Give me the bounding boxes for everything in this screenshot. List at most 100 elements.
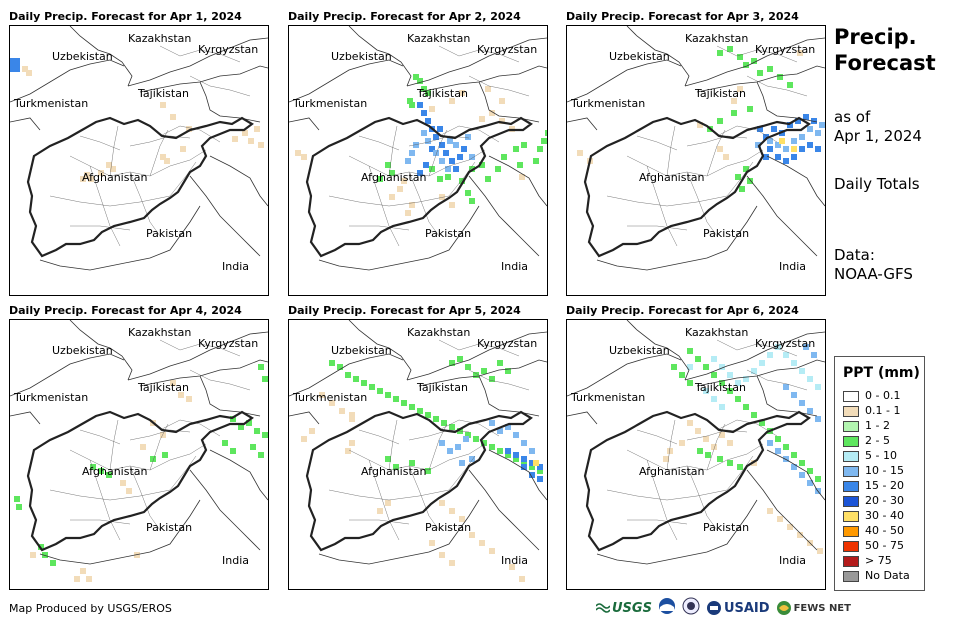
precip-cell xyxy=(513,146,519,152)
label-kazakhstan: Kazakhstan xyxy=(407,326,471,339)
precip-cell xyxy=(763,154,769,160)
precip-cell xyxy=(759,420,765,426)
precip-cell xyxy=(529,460,535,466)
precip-cell xyxy=(385,392,391,398)
precip-cell xyxy=(473,436,479,442)
precip-cell xyxy=(767,66,773,72)
precip-cell xyxy=(777,74,783,80)
precip-cell xyxy=(799,460,805,466)
precip-cell xyxy=(783,444,789,450)
province-borders xyxy=(328,45,530,247)
label-pakistan: Pakistan xyxy=(425,521,472,534)
precip-cell xyxy=(791,464,797,470)
precip-cell xyxy=(295,150,301,156)
daily-totals-text: Daily Totals xyxy=(834,175,920,193)
precip-cell xyxy=(98,170,104,176)
precip-cell xyxy=(731,110,737,116)
precip-cell xyxy=(735,380,741,386)
usaid-logo-text: USAID xyxy=(723,600,770,616)
afghanistan-border xyxy=(26,410,254,552)
label-tajikistan: Tajikistan xyxy=(138,87,189,100)
panel-title-5: Daily Precip. Forecast for Apr 5, 2024 xyxy=(288,304,521,317)
label-turkmenistan: Turkmenistan xyxy=(14,97,89,110)
precip-cell xyxy=(505,368,511,374)
precip-cell xyxy=(262,432,268,438)
precip-cell xyxy=(86,576,92,582)
panel-title-4: Daily Precip. Forecast for Apr 4, 2024 xyxy=(9,304,242,317)
label-afghanistan: Afghanistan xyxy=(361,465,427,478)
precip-cell xyxy=(443,150,449,156)
precip-cell xyxy=(246,420,252,426)
noaa-logo-icon xyxy=(658,597,676,619)
legend-label: 1 - 2 xyxy=(865,419,890,432)
precip-cell xyxy=(799,134,805,140)
precip-cell xyxy=(743,166,749,172)
precip-cell xyxy=(377,176,383,182)
label-pakistan: Pakistan xyxy=(146,227,193,240)
precip-cell xyxy=(433,150,439,156)
label-pakistan: Pakistan xyxy=(146,521,193,534)
label-india: India xyxy=(779,554,806,567)
precip-cell xyxy=(759,360,765,366)
precip-cell xyxy=(258,452,264,458)
precip-cell xyxy=(797,50,803,56)
precip-cell xyxy=(479,540,485,546)
label-tajikistan: Tajikistan xyxy=(417,87,468,100)
precip-cell xyxy=(807,480,813,486)
precip-cell xyxy=(489,420,495,426)
precip-cell xyxy=(739,186,745,192)
precip-cell xyxy=(711,444,717,450)
legend-swatch xyxy=(843,540,859,552)
precip-cell xyxy=(417,78,423,84)
precip-cell xyxy=(513,432,519,438)
precip-cell xyxy=(763,134,769,140)
precip-cell xyxy=(719,364,725,370)
precip-cell xyxy=(717,118,723,124)
precip-cell xyxy=(743,404,749,410)
precip-cell xyxy=(439,194,445,200)
precip-cell xyxy=(775,448,781,454)
label-pakistan: Pakistan xyxy=(703,227,750,240)
precip-cell xyxy=(337,364,343,370)
precip-cell xyxy=(545,130,547,136)
precip-cells xyxy=(10,58,264,182)
precip-cell xyxy=(711,356,717,362)
precip-cell xyxy=(439,142,445,148)
panel-title-3: Daily Precip. Forecast for Apr 3, 2024 xyxy=(566,10,799,23)
precip-cell xyxy=(407,98,413,104)
label-india: India xyxy=(222,260,249,273)
precip-cell xyxy=(533,460,539,466)
legend-swatch xyxy=(843,420,859,432)
precip-cell xyxy=(513,452,519,458)
precip-cell xyxy=(533,158,539,164)
precip-cell xyxy=(457,356,463,362)
precip-cell xyxy=(751,58,757,64)
precip-cell xyxy=(529,448,535,454)
precip-cell xyxy=(509,564,515,570)
label-kazakhstan: Kazakhstan xyxy=(128,32,192,45)
precip-cell xyxy=(799,472,805,478)
precip-cell xyxy=(369,384,375,390)
precip-cell xyxy=(757,126,763,132)
state-dept-seal-icon xyxy=(682,597,700,619)
legend-label: 50 - 75 xyxy=(865,539,904,552)
precip-cell xyxy=(489,548,495,554)
precip-cell xyxy=(160,154,166,160)
precip-cell xyxy=(449,508,455,514)
label-uzbekistan: Uzbekistan xyxy=(609,344,670,357)
legend-label: 0 - 0.1 xyxy=(865,389,901,402)
precip-cell xyxy=(541,138,547,144)
precip-cell xyxy=(737,464,743,470)
precip-cell xyxy=(779,138,785,144)
precip-cell xyxy=(747,106,753,112)
precip-cell xyxy=(409,202,415,208)
precip-cell xyxy=(16,504,22,510)
legend-swatch xyxy=(843,480,859,492)
label-afghanistan: Afghanistan xyxy=(82,465,148,478)
precip-cell xyxy=(377,508,383,514)
precip-cell xyxy=(747,178,753,184)
precip-cell xyxy=(717,456,723,462)
legend-item: 0.1 - 1 xyxy=(843,404,900,417)
precip-cells xyxy=(295,74,547,216)
precip-cell xyxy=(178,392,184,398)
